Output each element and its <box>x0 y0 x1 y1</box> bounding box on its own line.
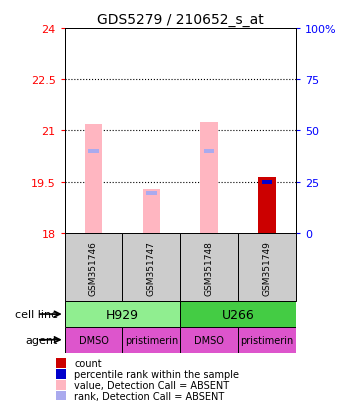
Text: count: count <box>74 358 102 368</box>
Text: pristimerin: pristimerin <box>125 335 178 345</box>
Text: percentile rank within the sample: percentile rank within the sample <box>74 369 239 379</box>
Text: GSM351746: GSM351746 <box>89 240 98 295</box>
Text: GSM351749: GSM351749 <box>262 240 271 295</box>
Bar <box>65 233 122 301</box>
Text: pristimerin: pristimerin <box>240 335 293 345</box>
Text: rank, Detection Call = ABSENT: rank, Detection Call = ABSENT <box>74 391 224 401</box>
Title: GDS5279 / 210652_s_at: GDS5279 / 210652_s_at <box>97 12 264 26</box>
Text: GSM351747: GSM351747 <box>147 240 156 295</box>
Bar <box>258 177 275 233</box>
Bar <box>122 327 180 353</box>
Bar <box>262 180 272 184</box>
Bar <box>200 123 218 233</box>
Bar <box>55 369 66 379</box>
Text: GSM351748: GSM351748 <box>205 240 214 295</box>
Text: cell line: cell line <box>15 309 58 319</box>
Bar <box>238 233 296 301</box>
Bar <box>88 150 99 154</box>
Bar <box>65 301 180 327</box>
Bar <box>65 327 122 353</box>
Bar <box>85 124 102 233</box>
Bar <box>55 380 66 390</box>
Bar <box>142 189 160 233</box>
Bar <box>122 233 180 301</box>
Bar <box>55 391 66 401</box>
Bar <box>204 150 214 154</box>
Text: value, Detection Call = ABSENT: value, Detection Call = ABSENT <box>74 380 229 390</box>
Text: H929: H929 <box>106 308 139 321</box>
Text: U266: U266 <box>222 308 254 321</box>
Bar <box>180 301 296 327</box>
Bar <box>180 233 238 301</box>
Text: agent: agent <box>26 335 58 345</box>
Text: DMSO: DMSO <box>194 335 224 345</box>
Text: DMSO: DMSO <box>79 335 108 345</box>
Bar <box>238 327 296 353</box>
Bar <box>180 327 238 353</box>
Bar <box>146 192 156 195</box>
Bar <box>55 358 66 368</box>
